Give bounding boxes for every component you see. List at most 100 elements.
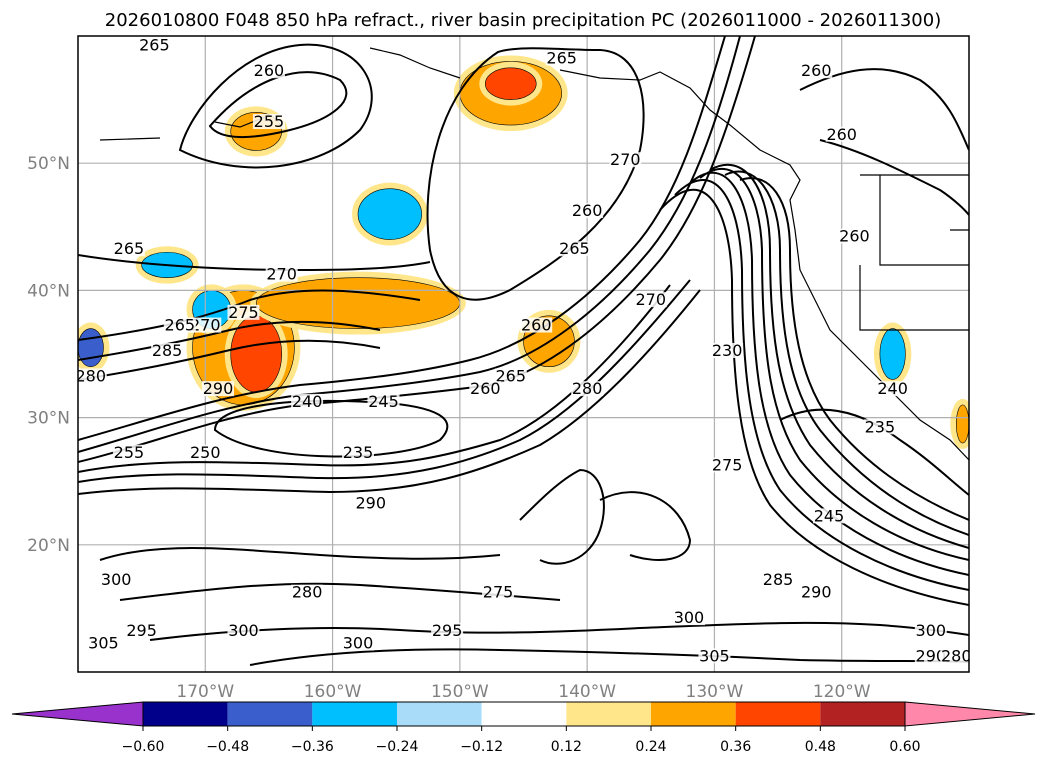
- contour-label: 270: [190, 316, 221, 335]
- colorbar-segment: [820, 702, 905, 726]
- contour-label: 270: [610, 150, 641, 169]
- contour-label: 265: [165, 316, 196, 335]
- contour-label-bg: [78, 368, 107, 384]
- contour-label-bg: [863, 419, 896, 435]
- contour-label-bg: [291, 393, 324, 409]
- contour-label: 260: [801, 61, 832, 80]
- contour-label: 295: [126, 621, 157, 640]
- contour-label-bg: [914, 622, 947, 638]
- contour-label: 265: [495, 366, 526, 385]
- precip-fill-region-8: [78, 328, 104, 368]
- contour-label-bg: [558, 241, 591, 257]
- map-frame: [77, 35, 970, 673]
- colorbar-segment: [735, 702, 821, 726]
- coastline-layer: [99, 47, 969, 461]
- contour-labels-layer: 2652602552652602702602652602602652702752…: [78, 36, 972, 665]
- contour-label: 290: [801, 583, 832, 602]
- contour-label: 300: [343, 634, 374, 653]
- contour-label-bg: [291, 584, 324, 600]
- colorbar-frame: [142, 701, 906, 727]
- contour-label-bg: [252, 114, 285, 130]
- contour-label: 300: [916, 621, 947, 640]
- contour-label: 275: [228, 303, 259, 322]
- contour-label: 305: [88, 634, 119, 653]
- chart-title: 2026010800 F048 850 hPa refract., river …: [105, 10, 941, 31]
- contour-label-bg: [112, 241, 145, 257]
- map-area: 2652602552652602702602652602602652702752…: [78, 36, 972, 672]
- contour-label-bg: [138, 37, 171, 53]
- contour-label-bg: [800, 63, 833, 79]
- contour-label-bg: [151, 343, 184, 358]
- x-tick-label: 120°W: [813, 682, 871, 702]
- y-tick-label: 40°N: [27, 281, 70, 301]
- colorbar-tick-label: −0.48: [206, 739, 249, 755]
- contour-label-bg: [354, 495, 387, 511]
- contour-label: 265: [546, 48, 577, 67]
- contour-label-bg: [571, 381, 604, 397]
- contour-label-bg: [482, 584, 515, 600]
- colorbar-segment: [566, 702, 651, 726]
- contour-label: 300: [101, 570, 132, 589]
- y-axis-ticks: 50°N 40°N 30°N 20°N: [27, 154, 70, 556]
- contour-label: 285: [763, 570, 794, 589]
- colorbar-segment: [227, 702, 313, 726]
- contour-label: 290: [916, 646, 947, 665]
- colorbar-segment: [143, 702, 228, 726]
- contour-label-bg: [125, 622, 158, 638]
- contour-label: 280: [292, 583, 323, 602]
- contour-label: 275: [483, 583, 514, 602]
- contour-label: 260: [572, 201, 603, 220]
- contour-label-bg: [342, 635, 375, 651]
- contour-label-bg: [762, 571, 795, 587]
- y-tick-label: 30°N: [27, 409, 70, 429]
- x-tick-label: 170°W: [176, 682, 234, 702]
- colorbar-extend-high: [904, 701, 1036, 727]
- contour-label-bg: [227, 304, 260, 320]
- contour-label-bg: [838, 228, 871, 244]
- contour-label-bg: [940, 648, 969, 664]
- contour-label: 265: [114, 239, 145, 258]
- precip-fill-region-11: [879, 328, 906, 380]
- precip-fill-region-5: [255, 277, 461, 329]
- colorbar-tick-label: 0.24: [635, 739, 666, 755]
- colorbar-tick-label: 0.12: [551, 739, 582, 755]
- contour-label-bg: [672, 610, 705, 626]
- contour-label-bg: [812, 508, 845, 524]
- contour-label: 265: [139, 36, 170, 55]
- contour-label: 270: [636, 290, 667, 309]
- colorbar-tick-label: −0.36: [291, 739, 334, 755]
- contour-label: 260: [839, 227, 870, 246]
- y-tick-label: 20°N: [27, 536, 70, 556]
- contour-label: 255: [114, 443, 145, 462]
- x-tick-label: 130°W: [686, 682, 744, 702]
- contour-label: 260: [470, 379, 501, 398]
- colorbar-segment: [651, 702, 736, 726]
- contour-label-bg: [571, 203, 604, 219]
- contour-label-bg: [634, 292, 667, 308]
- contour-label: 240: [292, 392, 323, 411]
- contour-label: 260: [826, 125, 857, 144]
- contour-label-bg: [87, 635, 120, 651]
- contour-label-bg: [367, 393, 400, 409]
- colorbar-segment: [312, 702, 397, 726]
- contour-label-bg: [800, 584, 833, 600]
- contour-label-bg: [876, 381, 909, 397]
- contour-label-bg: [711, 343, 744, 358]
- contour-label: 300: [228, 621, 259, 640]
- x-axis-ticks: 170°W 160°W 150°W 140°W 130°W 120°W: [176, 682, 870, 702]
- contour-label-bg: [520, 317, 553, 333]
- colorbar-segment: [481, 702, 567, 726]
- colorbar-tick-label: −0.12: [460, 739, 503, 755]
- precip-fill-region-1: [485, 67, 537, 100]
- precip-fill-region-12: [955, 404, 969, 444]
- contour-label: 255: [254, 112, 285, 131]
- contour-label: 280: [941, 646, 972, 665]
- contour-label-bg: [189, 317, 222, 333]
- grid-lines: [78, 36, 969, 672]
- contour-label: 245: [814, 506, 845, 525]
- precip-fill-region-7: [357, 188, 422, 240]
- colorbar-tick-label: −0.60: [122, 739, 165, 755]
- contour-label: 285: [152, 341, 183, 360]
- contour-label: 290: [203, 379, 234, 398]
